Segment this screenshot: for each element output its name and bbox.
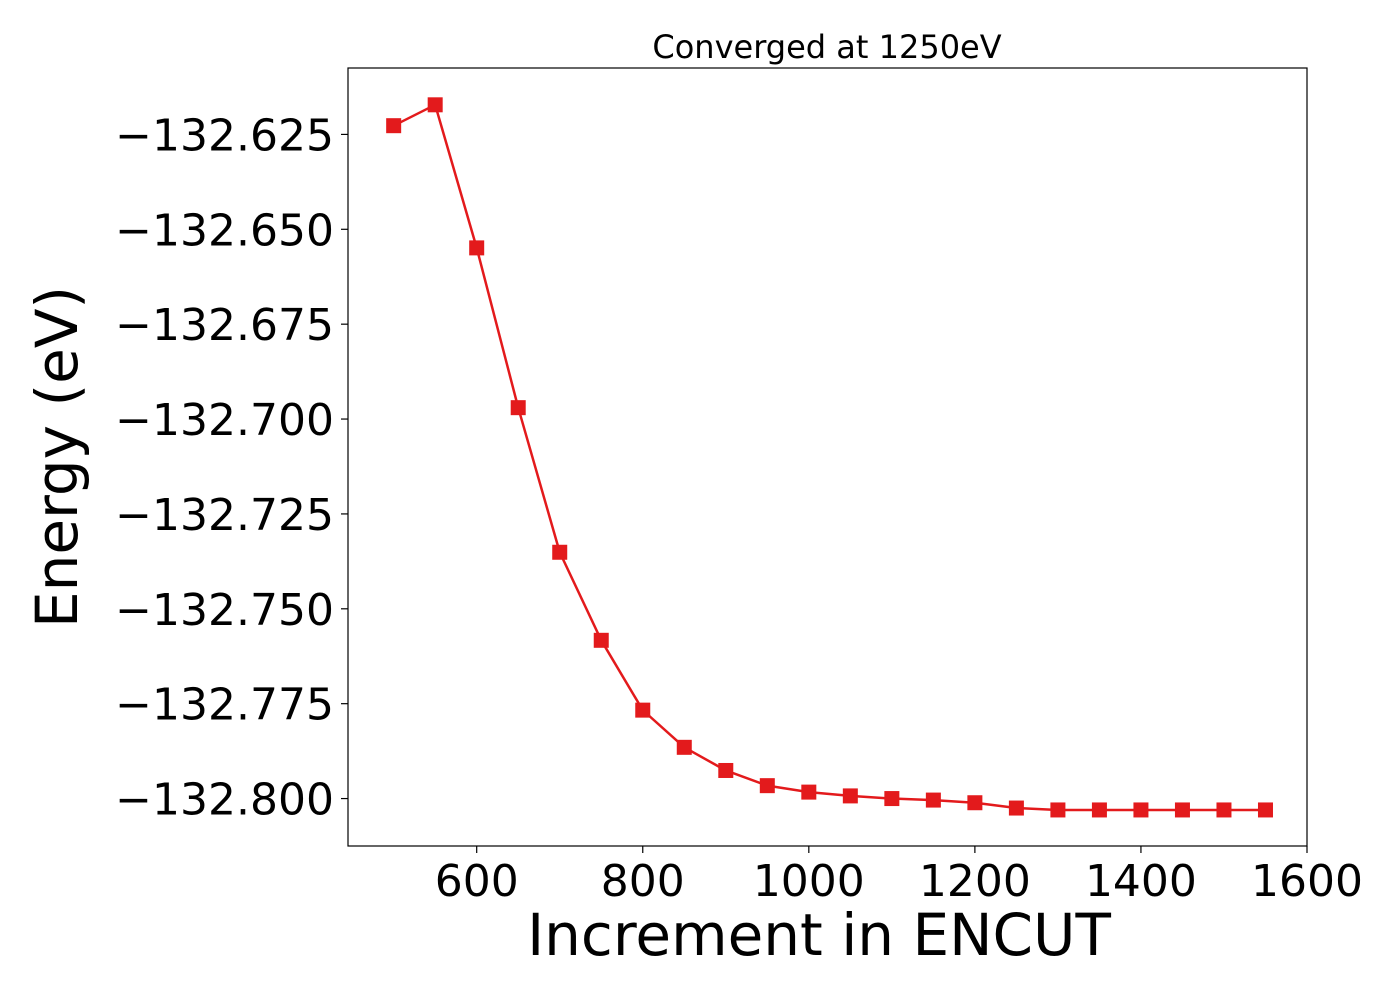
- data-point-marker: [1133, 802, 1149, 818]
- data-point-marker: [1091, 802, 1107, 818]
- y-tick-label: −132.700: [115, 395, 334, 446]
- y-tick-label: −132.775: [115, 680, 334, 731]
- x-tick-label: 1600: [1251, 856, 1363, 907]
- y-axis-ticks: −132.625 −132.650 −132.675 −132.700 −132.725…: [115, 110, 348, 826]
- data-point-marker: [801, 784, 817, 800]
- x-axis-ticks: 600 800 1000 1200 1400 1600: [435, 846, 1363, 907]
- data-point-marker: [1050, 802, 1066, 818]
- data-point-marker: [593, 632, 609, 648]
- y-tick-label: −132.800: [115, 775, 334, 826]
- data-point-marker: [759, 778, 775, 794]
- x-tick-label: 1200: [919, 856, 1031, 907]
- x-tick-label: 1000: [753, 856, 865, 907]
- y-axis-label: Energy (eV): [23, 286, 91, 628]
- plot-area: [386, 97, 1273, 818]
- data-point-marker: [427, 97, 443, 113]
- data-point-marker: [1257, 802, 1273, 818]
- data-point-marker: [842, 788, 858, 804]
- y-tick-label: −132.725: [115, 490, 334, 541]
- y-tick-label: −132.675: [115, 300, 334, 351]
- data-point-marker: [718, 762, 734, 778]
- plot-frame: [347, 67, 1308, 847]
- data-point-marker: [386, 118, 402, 134]
- data-point-marker: [635, 702, 651, 718]
- x-tick-label: 800: [601, 856, 685, 907]
- data-point-marker: [552, 544, 568, 560]
- data-point-marker: [510, 400, 526, 416]
- x-tick-label: 600: [435, 856, 519, 907]
- data-point-marker: [1174, 802, 1190, 818]
- y-tick-label: −132.625: [115, 110, 334, 161]
- data-point-marker: [676, 739, 692, 755]
- data-point-marker: [1008, 800, 1024, 816]
- data-point-marker: [884, 791, 900, 807]
- data-point-marker: [469, 240, 485, 256]
- x-axis-label: Increment in ENCUT: [527, 901, 1111, 969]
- data-point-marker: [925, 792, 941, 808]
- y-tick-label: −132.650: [115, 205, 334, 256]
- chart-title: Converged at 1250eV: [652, 28, 1001, 66]
- y-tick-label: −132.750: [115, 585, 334, 636]
- series-line: [393, 103, 1266, 812]
- x-tick-label: 1400: [1085, 856, 1197, 907]
- data-point-marker: [1216, 802, 1232, 818]
- data-point-marker: [967, 795, 983, 811]
